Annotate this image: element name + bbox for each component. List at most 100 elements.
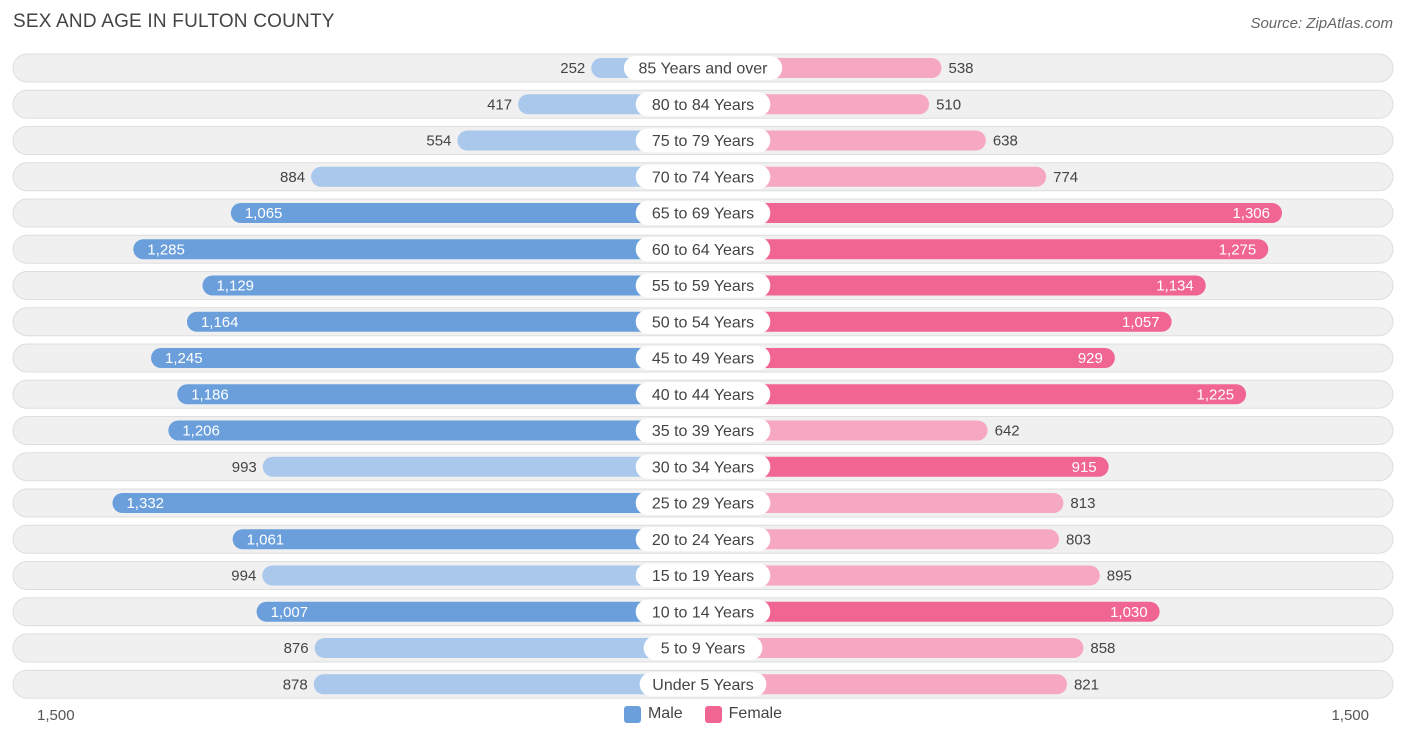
category-pill xyxy=(635,563,771,588)
male-value-label: 993 xyxy=(232,459,257,476)
female-value-label: 510 xyxy=(936,96,961,113)
female-bar[interactable] xyxy=(703,166,1047,187)
male-value-label: 1,164 xyxy=(201,314,239,331)
category-label: 5 to 9 Years xyxy=(661,641,746,658)
female-value-label: 774 xyxy=(1053,169,1078,186)
male-value-label: 994 xyxy=(231,568,256,585)
category-label: Under 5 Years xyxy=(652,677,753,694)
category-pill xyxy=(635,418,771,443)
male-value-label: 1,245 xyxy=(165,350,203,367)
category-pill xyxy=(635,164,771,189)
female-bar[interactable] xyxy=(703,275,1206,296)
category-label: 30 to 34 Years xyxy=(652,459,754,476)
female-value-label: 813 xyxy=(1070,495,1095,512)
male-bar[interactable] xyxy=(230,203,703,223)
female-bar[interactable] xyxy=(703,239,1269,260)
axis-right-label: 1,500 xyxy=(1331,707,1369,724)
female-value-label: 803 xyxy=(1066,531,1091,548)
female-value-label: 858 xyxy=(1090,640,1115,657)
category-label: 10 to 14 Years xyxy=(652,604,754,621)
male-bar[interactable] xyxy=(177,384,703,405)
female-bar[interactable] xyxy=(703,420,988,441)
male-value-label: 417 xyxy=(487,96,512,113)
category-pill xyxy=(643,636,763,660)
male-value-label: 1,061 xyxy=(247,531,285,548)
female-bar[interactable] xyxy=(703,638,1084,658)
female-bar[interactable] xyxy=(703,130,986,151)
category-pill xyxy=(635,128,771,153)
male-swatch xyxy=(623,705,641,723)
female-bar[interactable] xyxy=(703,601,1160,622)
male-bar[interactable] xyxy=(202,275,703,296)
male-bar[interactable] xyxy=(262,565,703,586)
female-value-label: 638 xyxy=(993,133,1018,150)
female-bar[interactable] xyxy=(703,203,1282,223)
category-pill xyxy=(635,527,771,552)
category-pill xyxy=(635,273,771,298)
male-value-label: 876 xyxy=(284,640,309,657)
male-value-label: 1,129 xyxy=(216,278,254,295)
male-value-label: 1,065 xyxy=(245,205,283,222)
male-bar[interactable] xyxy=(311,166,703,187)
category-pill xyxy=(635,92,771,117)
category-pill xyxy=(639,672,767,697)
male-bar[interactable] xyxy=(314,638,703,658)
female-value-label: 821 xyxy=(1074,676,1099,693)
male-bar[interactable] xyxy=(232,529,703,550)
legend: Male Female xyxy=(0,705,1406,723)
category-label: 25 to 29 Years xyxy=(652,496,754,513)
male-bar[interactable] xyxy=(256,601,703,622)
male-bar[interactable] xyxy=(112,493,704,513)
female-value-label: 538 xyxy=(949,60,974,77)
male-bar[interactable] xyxy=(313,674,703,695)
female-bar[interactable] xyxy=(703,493,1064,513)
category-label: 60 to 64 Years xyxy=(652,242,754,259)
category-label: 85 Years and over xyxy=(639,61,769,78)
male-value-label: 1,285 xyxy=(147,241,185,258)
category-label: 45 to 49 Years xyxy=(652,351,754,368)
category-label: 75 to 79 Years xyxy=(652,133,754,150)
female-bar[interactable] xyxy=(703,311,1172,332)
female-bar[interactable] xyxy=(703,565,1100,586)
male-bar[interactable] xyxy=(168,420,704,441)
legend-female-label: Female xyxy=(728,705,783,722)
category-pill xyxy=(623,56,783,80)
category-pill xyxy=(635,201,771,225)
female-value-label: 1,275 xyxy=(1219,241,1257,258)
male-bar[interactable] xyxy=(133,239,704,260)
female-bar[interactable] xyxy=(703,456,1109,477)
category-label: 80 to 84 Years xyxy=(652,97,754,114)
category-pill xyxy=(635,382,771,407)
male-value-label: 1,206 xyxy=(182,423,220,440)
category-label: 20 to 24 Years xyxy=(652,532,754,549)
category-label: 65 to 69 Years xyxy=(652,206,754,223)
legend-item-female[interactable]: Female xyxy=(704,705,783,723)
category-label: 35 to 39 Years xyxy=(652,423,754,440)
legend-item-male[interactable]: Male xyxy=(623,705,683,723)
male-value-label: 884 xyxy=(280,169,305,186)
male-bar[interactable] xyxy=(262,456,703,477)
legend-male-label: Male xyxy=(647,705,683,722)
male-value-label: 878 xyxy=(283,676,308,693)
male-value-label: 554 xyxy=(426,133,451,150)
category-pill xyxy=(635,454,771,479)
female-bar[interactable] xyxy=(703,529,1059,550)
category-pill xyxy=(635,309,771,334)
male-bar[interactable] xyxy=(151,348,704,368)
female-bar[interactable] xyxy=(703,348,1115,368)
chart-title: SEX AND AGE IN FULTON COUNTY xyxy=(13,11,335,32)
female-value-label: 1,134 xyxy=(1156,278,1194,295)
female-value-label: 1,306 xyxy=(1232,205,1270,222)
category-label: 70 to 74 Years xyxy=(652,169,754,186)
category-label: 55 to 59 Years xyxy=(652,278,754,295)
category-pill xyxy=(635,599,771,624)
female-value-label: 895 xyxy=(1107,568,1132,585)
category-label: 50 to 54 Years xyxy=(652,314,754,331)
female-bar[interactable] xyxy=(703,384,1247,405)
female-value-label: 929 xyxy=(1078,350,1103,367)
category-pill xyxy=(635,237,771,262)
female-bar[interactable] xyxy=(703,674,1067,695)
male-bar[interactable] xyxy=(186,311,703,332)
female-value-label: 1,225 xyxy=(1197,386,1235,403)
